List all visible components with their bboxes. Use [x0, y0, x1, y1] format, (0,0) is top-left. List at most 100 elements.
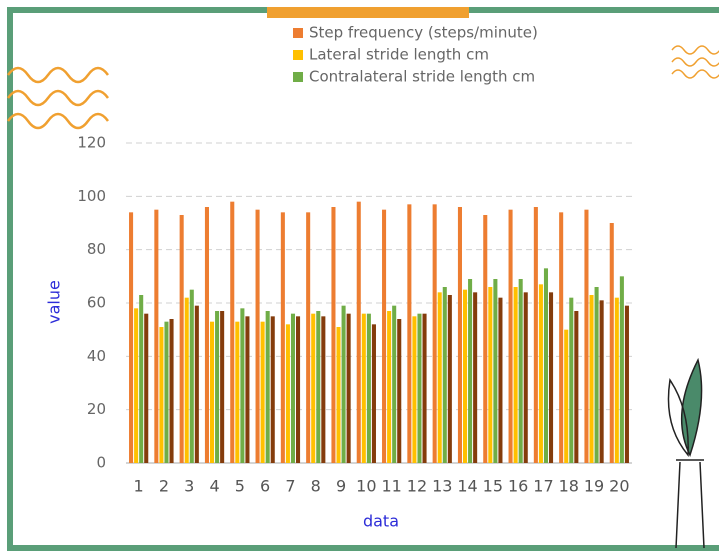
y-tick-label: 60: [87, 294, 106, 312]
bar: [407, 204, 411, 463]
bar: [139, 295, 143, 463]
bar: [584, 210, 588, 463]
bar: [195, 306, 199, 463]
y-tick-label: 100: [77, 187, 106, 205]
x-tick-label: 20: [609, 477, 629, 496]
bar: [625, 306, 629, 463]
bar: [205, 207, 209, 463]
bar: [256, 210, 260, 463]
bar: [230, 202, 234, 463]
y-tick-label: 40: [87, 347, 106, 365]
chart: value data 02040608010012012345678910111…: [0, 0, 719, 554]
bar: [549, 292, 553, 463]
bar: [159, 327, 163, 463]
bar: [519, 279, 523, 463]
bar: [129, 212, 133, 463]
bar: [215, 311, 219, 463]
bar: [397, 319, 401, 463]
bar: [185, 298, 189, 463]
bar: [291, 314, 295, 463]
bar: [190, 290, 194, 463]
bar: [261, 322, 265, 463]
x-tick-label: 4: [209, 477, 219, 496]
bar: [417, 314, 421, 463]
bar: [488, 287, 492, 463]
bar: [367, 314, 371, 463]
x-tick-label: 19: [584, 477, 604, 496]
legend-label: Step frequency (steps/minute): [309, 24, 538, 42]
bar: [559, 212, 563, 463]
bar: [569, 298, 573, 463]
y-tick-label: 120: [77, 134, 106, 152]
bar: [266, 311, 270, 463]
legend-swatch: [293, 28, 303, 38]
x-tick-label: 18: [559, 477, 579, 496]
bar: [493, 279, 497, 463]
bar: [539, 284, 543, 463]
bar: [342, 306, 346, 463]
bar: [180, 215, 184, 463]
bar: [392, 306, 396, 463]
bar: [589, 295, 593, 463]
bar: [240, 308, 244, 463]
y-tick-label: 0: [96, 454, 106, 472]
bar: [463, 290, 467, 463]
bar: [412, 316, 416, 463]
x-tick-label: 16: [508, 477, 528, 496]
bar: [311, 314, 315, 463]
bar: [387, 311, 391, 463]
bar: [544, 268, 548, 463]
y-tick-label: 80: [87, 240, 106, 258]
bar: [448, 295, 452, 463]
x-tick-label: 8: [311, 477, 321, 496]
x-tick-label: 5: [235, 477, 245, 496]
bar: [438, 292, 442, 463]
bar: [245, 316, 249, 463]
x-axis-label: data: [363, 512, 399, 531]
bar: [595, 287, 599, 463]
x-tick-label: 9: [336, 477, 346, 496]
bar: [347, 314, 351, 463]
x-tick-label: 12: [407, 477, 427, 496]
x-tick-label: 6: [260, 477, 270, 496]
bar: [164, 322, 168, 463]
legend-label: Lateral stride length cm: [309, 46, 489, 64]
bar: [154, 210, 158, 463]
bar: [362, 314, 366, 463]
bar: [483, 215, 487, 463]
bar: [423, 314, 427, 463]
x-tick-label: 10: [356, 477, 376, 496]
bar: [620, 276, 624, 463]
y-tick-label: 20: [87, 400, 106, 418]
bar: [336, 327, 340, 463]
bar: [610, 223, 614, 463]
bar: [509, 210, 513, 463]
bar: [144, 314, 148, 463]
bar: [210, 322, 214, 463]
bar: [443, 287, 447, 463]
bar: [281, 212, 285, 463]
legend-label: Contralateral stride length cm: [309, 68, 535, 86]
x-tick-label: 13: [432, 477, 452, 496]
bar: [296, 316, 300, 463]
bar: [271, 316, 275, 463]
bar: [433, 204, 437, 463]
bar: [458, 207, 462, 463]
y-axis-label: value: [45, 280, 64, 324]
bar: [372, 324, 376, 463]
x-tick-label: 2: [159, 477, 169, 496]
bar: [331, 207, 335, 463]
top-accent: [267, 7, 469, 18]
bar: [534, 207, 538, 463]
x-tick-label: 11: [381, 477, 401, 496]
bar: [468, 279, 472, 463]
bar: [235, 322, 239, 463]
bar: [316, 311, 320, 463]
bar: [382, 210, 386, 463]
bar: [574, 311, 578, 463]
bar: [286, 324, 290, 463]
bar: [306, 212, 310, 463]
bar: [134, 308, 138, 463]
bar: [170, 319, 174, 463]
legend-swatch: [293, 50, 303, 60]
